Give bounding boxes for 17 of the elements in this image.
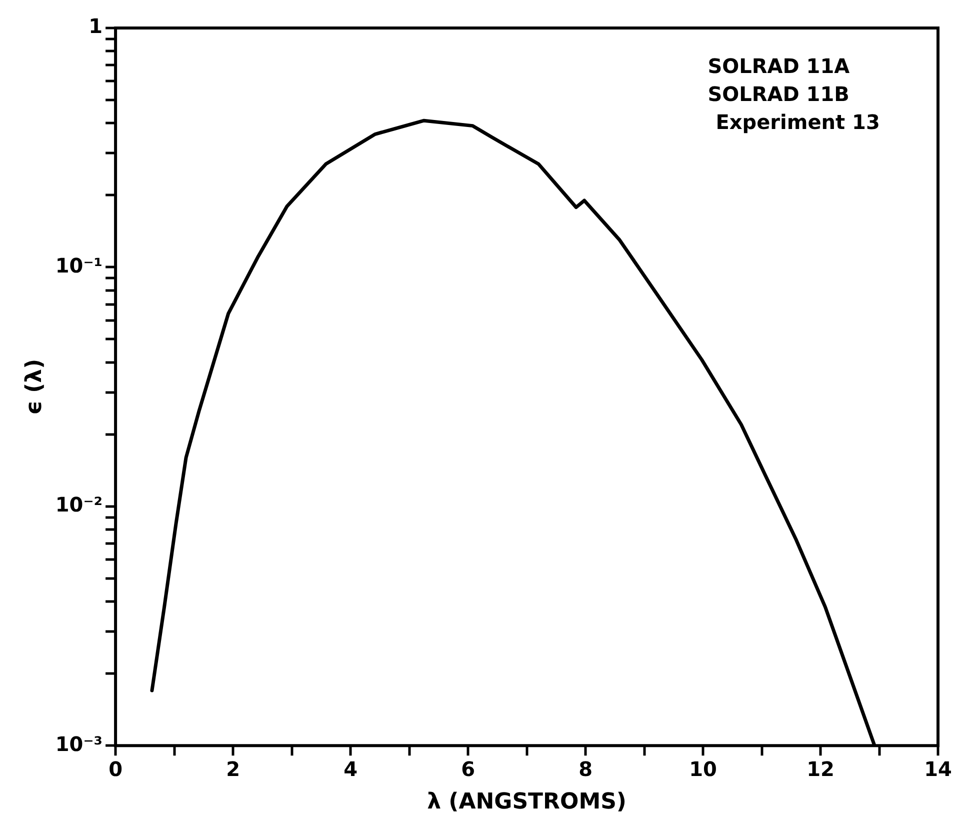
y-tick-label: 1 (88, 14, 103, 38)
x-tick-label: 0 (108, 756, 123, 781)
x-tick-label: 12 (806, 756, 834, 781)
x-tick-label: 8 (578, 756, 592, 781)
x-tick-label: 6 (461, 756, 475, 781)
x-axis-title: λ (ANGSTROMS) (427, 790, 626, 815)
x-tick-label: 10 (689, 756, 717, 781)
annotation: SOLRAD 11B (708, 82, 850, 106)
annotation: Experiment 13 (716, 110, 880, 134)
y-axis-title: ϵ (λ) (22, 358, 47, 415)
y-tick-label: 10⁻³ (55, 732, 103, 756)
annotation: SOLRAD 11A (708, 54, 850, 78)
x-tick-label: 14 (924, 756, 952, 781)
x-tick-label: 2 (226, 756, 240, 781)
y-tick-label: 10⁻² (55, 492, 103, 517)
x-tick-label: 4 (344, 756, 358, 781)
y-tick-label: 10⁻¹ (55, 253, 103, 278)
